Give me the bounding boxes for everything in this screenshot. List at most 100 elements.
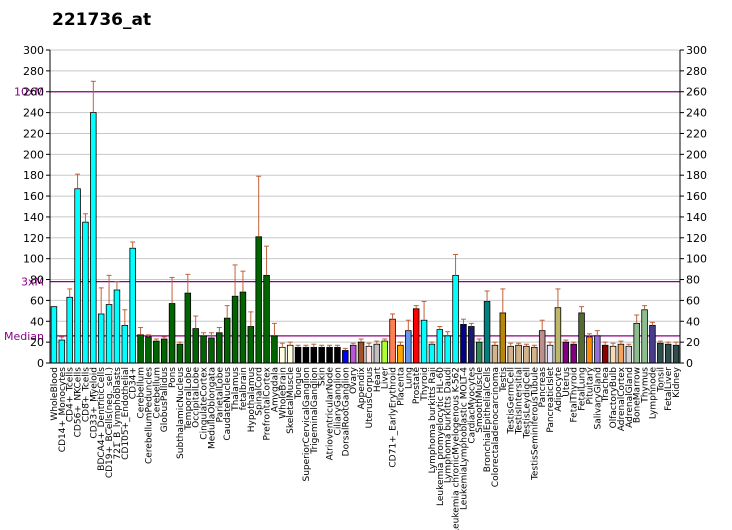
category-label: Trachea <box>601 367 611 403</box>
category-label: Lymphoma burkitts Daudi <box>444 367 454 483</box>
bar <box>672 344 680 364</box>
bar <box>389 318 396 364</box>
left-tick-label: 300 <box>23 44 44 57</box>
category-label: Prostate <box>412 367 422 405</box>
bar <box>342 350 349 364</box>
bar <box>625 345 633 364</box>
bar <box>468 326 475 364</box>
category-label: BDCA4+_DentriticCells <box>97 367 107 471</box>
bar <box>373 343 381 364</box>
left-tick-label: 40 <box>30 315 44 328</box>
bar <box>357 341 365 364</box>
category-label: CiliaryGanglion <box>333 367 343 435</box>
bar <box>523 345 530 364</box>
category-label: Heart <box>373 367 383 393</box>
category-label: CD34+ <box>129 367 139 399</box>
category-label: Thalamus <box>231 367 241 412</box>
category-label: CD4+_Tcells <box>66 367 76 422</box>
category-label: DorsalRootGanglion <box>341 367 351 456</box>
category-label: CingulateCortex <box>200 366 210 439</box>
bar <box>562 341 570 364</box>
category-label: FetalLung <box>578 367 588 411</box>
category-label: Ovary <box>349 366 359 394</box>
left-tick-label: 60 <box>30 294 44 307</box>
category-label: Adipocyte <box>554 367 564 412</box>
bar <box>420 319 428 364</box>
bar <box>318 346 325 364</box>
left-tick-label: 280 <box>23 65 44 78</box>
category-label: OlfactoryBulb <box>609 367 619 429</box>
left-tick-label: 180 <box>23 169 44 182</box>
category-label: FetalThyroid <box>570 367 580 423</box>
bar <box>192 328 199 364</box>
category-label: FetalLiver <box>664 367 674 411</box>
chart-title: 221736_at <box>52 10 152 30</box>
bar <box>601 344 609 364</box>
bar <box>349 344 357 364</box>
left-tick-label: 220 <box>23 127 44 140</box>
right-tick-label: 300 <box>686 44 707 57</box>
reference-lines: 10xM 3xM Median <box>4 86 680 343</box>
category-label: CD14+_Monocytes <box>58 367 68 453</box>
category-labels: WholeBloodCD14+_MonocytesCD4+_TcellsCD56… <box>50 366 682 530</box>
left-tick-label: 80 <box>30 274 44 287</box>
axes-layer: 0 0 20 20 40 40 60 60 80 80 100 100 120 120 140 140 160 1… <box>23 44 707 370</box>
category-label: Thyroid <box>420 367 430 402</box>
bar <box>58 339 66 364</box>
category-label: TestisSeminiferousTubule <box>530 367 540 481</box>
category-label: Cerebellum <box>152 367 162 419</box>
bar <box>113 289 121 364</box>
category-label: SuperiorCervicalGanglion <box>302 367 312 482</box>
bar <box>405 330 412 364</box>
bar <box>74 188 81 364</box>
category-label: CD56+_NKCells <box>74 367 84 438</box>
category-label: BoneMarrow <box>633 367 643 423</box>
left-tick-label: 100 <box>23 253 44 266</box>
category-label: AdrenalCortex <box>617 366 627 431</box>
category-label: TestisIntersitial <box>515 367 525 435</box>
grid-layer <box>50 49 680 364</box>
category-label: Hypothalamus <box>247 367 257 433</box>
category-label: Pancreas <box>538 367 548 408</box>
category-label: Pons <box>168 367 178 388</box>
bar <box>594 335 601 364</box>
bar <box>310 346 318 364</box>
category-label: CD105+_Endothelial <box>121 367 131 460</box>
bar <box>160 338 168 364</box>
bar <box>200 335 207 364</box>
bar <box>231 295 239 364</box>
category-label: TestisGermCell <box>507 367 517 435</box>
bar <box>452 274 459 364</box>
left-tick-label: 0 <box>37 357 44 370</box>
right-tick-label: 180 <box>686 169 707 182</box>
bar <box>397 344 404 364</box>
bar <box>97 313 105 364</box>
category-label: SalivaryGland <box>593 367 603 430</box>
bar <box>286 344 294 364</box>
bar <box>633 322 640 364</box>
category-label: AtrioventricularNode <box>326 367 336 461</box>
bar <box>586 336 593 364</box>
bar <box>90 112 97 364</box>
bar <box>570 343 577 364</box>
bar <box>137 334 144 364</box>
category-label: Colorectaladenocarcinoma <box>491 367 501 487</box>
bar <box>82 221 89 364</box>
category-label: Amygdala <box>270 367 280 412</box>
category-label: CaudateNucleus <box>223 367 233 441</box>
right-tick-label: 40 <box>686 315 700 328</box>
bar <box>263 274 270 364</box>
category-label: SubthalamicNucleus <box>176 367 186 459</box>
bar <box>223 317 231 364</box>
category-label: CD33+_Myeloid <box>89 367 99 439</box>
left-tick-label: 260 <box>23 86 44 99</box>
category-label: WholeBrain <box>278 367 288 419</box>
bar <box>515 344 522 364</box>
left-tick-label: 240 <box>23 107 44 120</box>
bar <box>546 344 554 364</box>
bar <box>153 340 160 364</box>
category-label: BronchialEpithelialCells <box>483 367 493 473</box>
bar <box>381 340 388 364</box>
bar <box>145 336 152 364</box>
